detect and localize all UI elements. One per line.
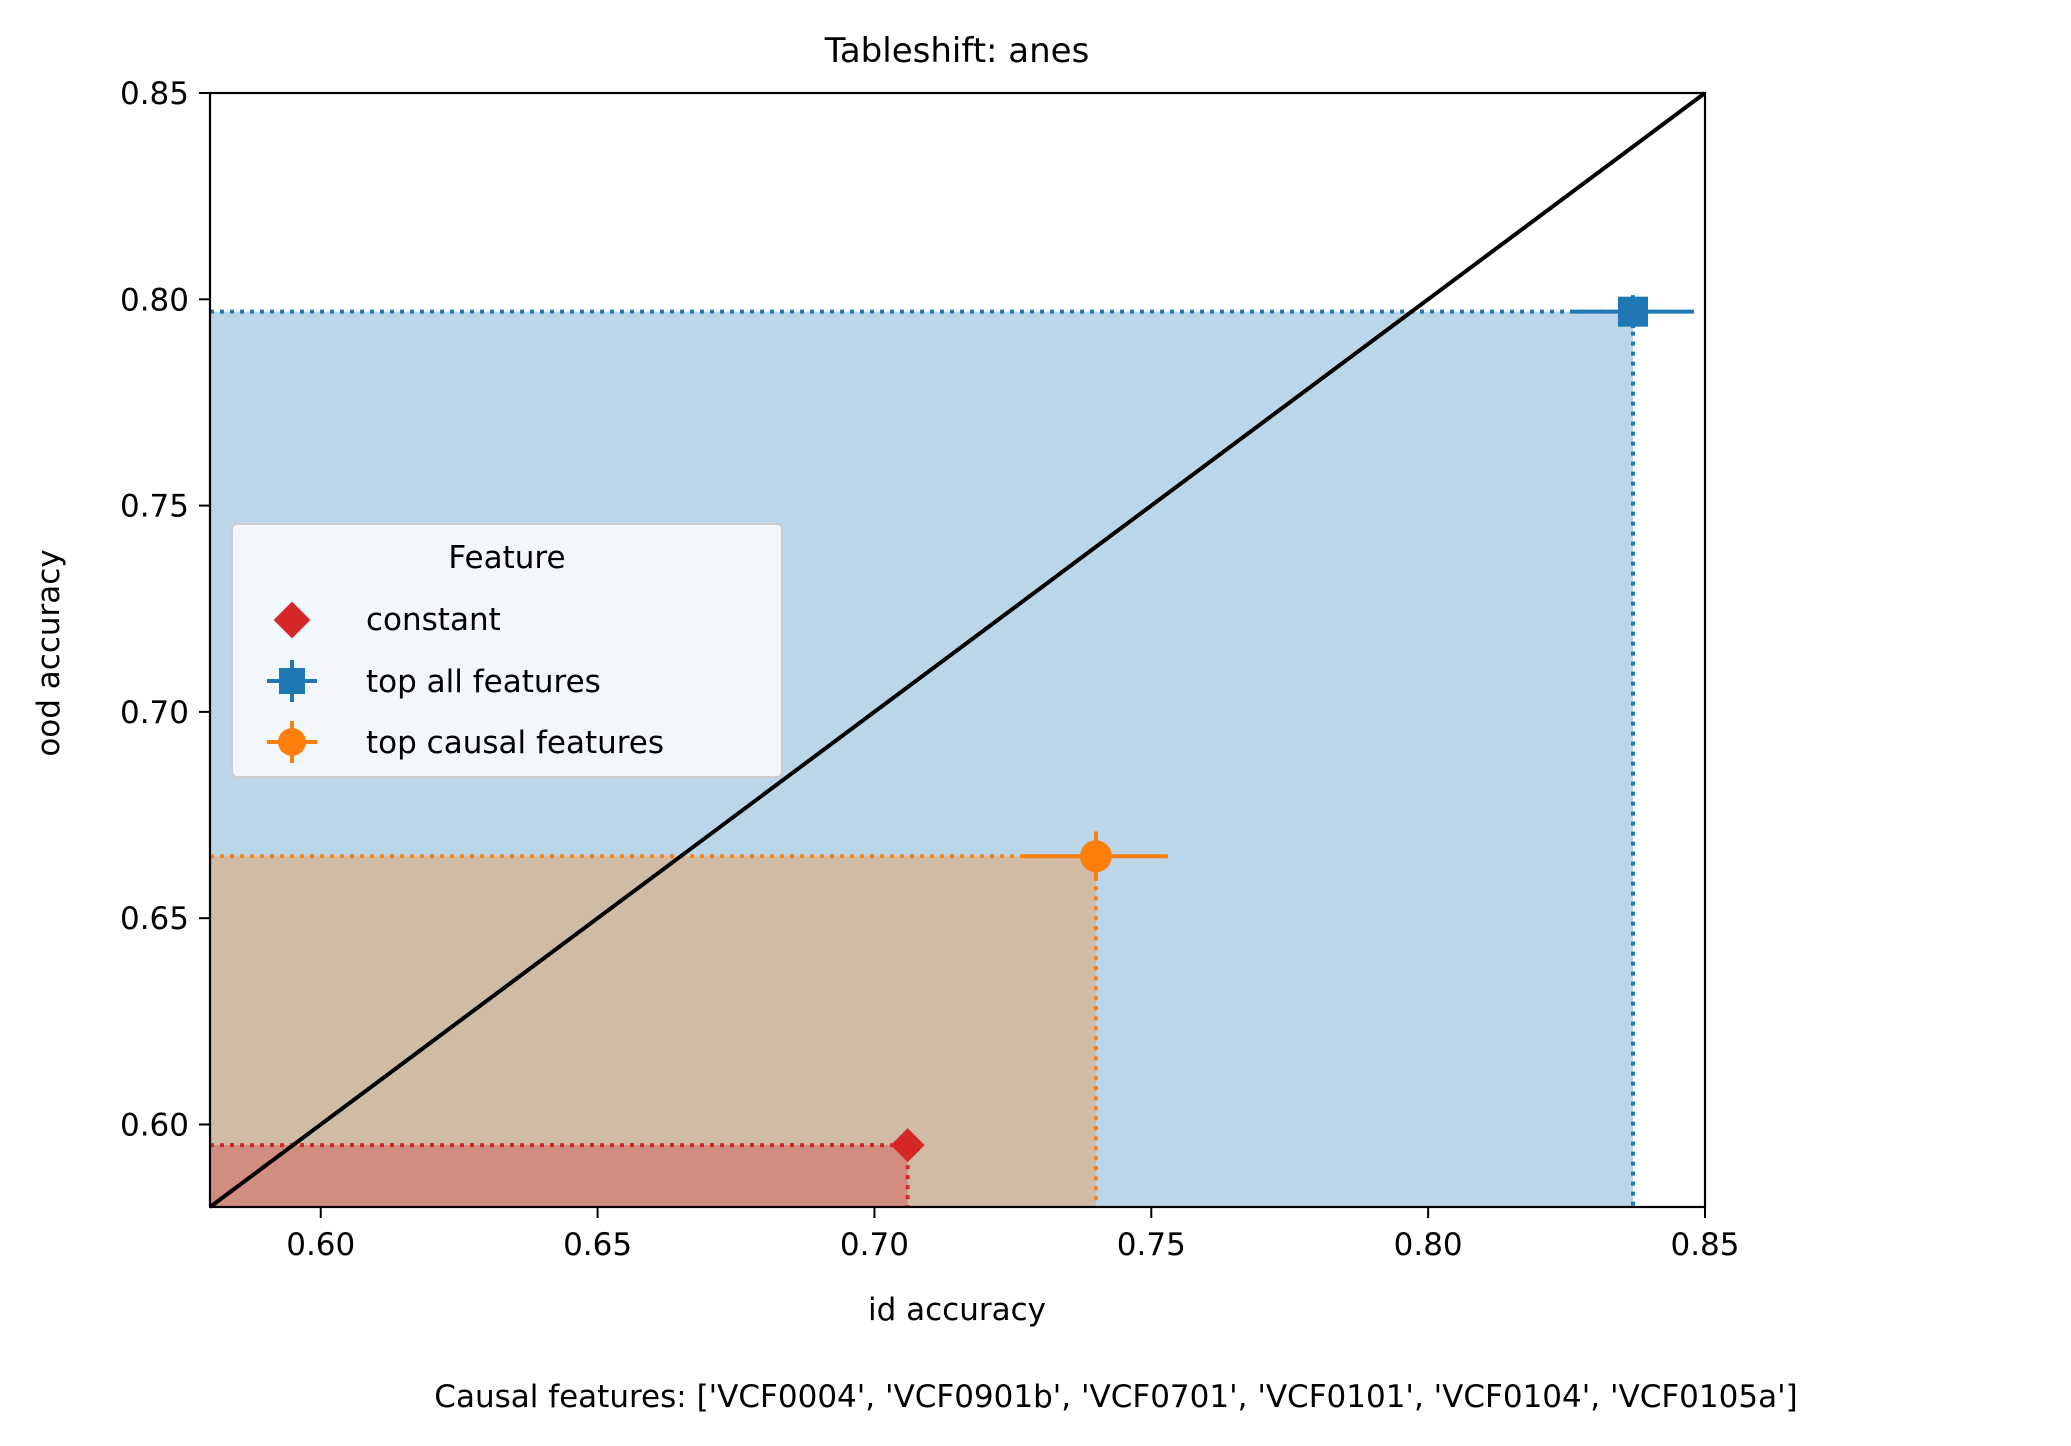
y-tick-label: 0.70 [120, 695, 189, 731]
x-tick-label: 0.60 [286, 1227, 355, 1263]
x-tick-label: 0.70 [840, 1227, 909, 1263]
legend-label-top-all-features: top all features [366, 664, 601, 700]
legend-marker-constant [273, 601, 311, 639]
legend-entry-top-all-features: top all features [267, 660, 601, 702]
legend-title: Feature [448, 540, 565, 576]
legend-marker-circle [278, 728, 306, 756]
y-axis-label: ood accuracy [31, 549, 67, 756]
y-tick-label: 0.85 [120, 76, 189, 112]
legend-label-constant: constant [366, 602, 501, 638]
x-tick-label: 0.80 [1394, 1227, 1463, 1263]
diagonal-line [208, 91, 1707, 1209]
data-point-top-all-features [1618, 296, 1649, 327]
axis-ticks: 0.60 0.65 0.70 0.75 0.80 0.85 0.60 0.65 0.70 0.75… [120, 76, 1740, 1263]
footnote: Causal features: ['VCF0004', 'VCF0901b',… [434, 1379, 1797, 1415]
x-tick-label: 0.65 [563, 1227, 632, 1263]
chart-title: Tableshift: anes [824, 31, 1090, 71]
legend: Feature constant top all features top ca… [231, 523, 783, 778]
x-tick-label: 0.85 [1670, 1227, 1739, 1263]
legend-entry-constant: constant [273, 601, 501, 639]
x-axis-label: id accuracy [868, 1292, 1046, 1328]
legend-label-top-causal-features: top causal features [366, 725, 664, 761]
data-marks [890, 295, 1694, 1163]
legend-entry-top-causal-features: top causal features [267, 721, 664, 763]
data-point-constant [890, 1128, 925, 1163]
shaded-region-top-causal-features [210, 856, 1096, 1207]
y-tick-label: 0.60 [120, 1107, 189, 1143]
data-point-top-causal-features [1079, 840, 1112, 873]
legend-box [231, 523, 783, 778]
legend-marker-square [279, 668, 305, 694]
y-tick-label: 0.75 [120, 489, 189, 525]
y-tick-label: 0.65 [120, 901, 189, 937]
axes-frame [208, 91, 1707, 1209]
shaded-region-constant [210, 1145, 908, 1207]
y-tick-label: 0.80 [120, 282, 189, 318]
x-tick-label: 0.75 [1117, 1227, 1186, 1263]
